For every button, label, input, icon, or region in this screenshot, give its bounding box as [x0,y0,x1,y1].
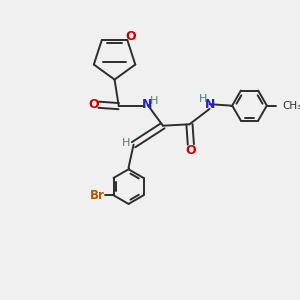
Text: O: O [125,30,136,43]
Text: CH₃: CH₃ [282,100,300,111]
Text: N: N [142,98,153,111]
Text: H: H [122,138,130,148]
Text: Br: Br [90,189,105,202]
Text: O: O [185,143,196,157]
Text: O: O [88,98,99,111]
Text: H: H [199,94,208,104]
Text: N: N [204,98,215,111]
Text: H: H [150,96,159,106]
